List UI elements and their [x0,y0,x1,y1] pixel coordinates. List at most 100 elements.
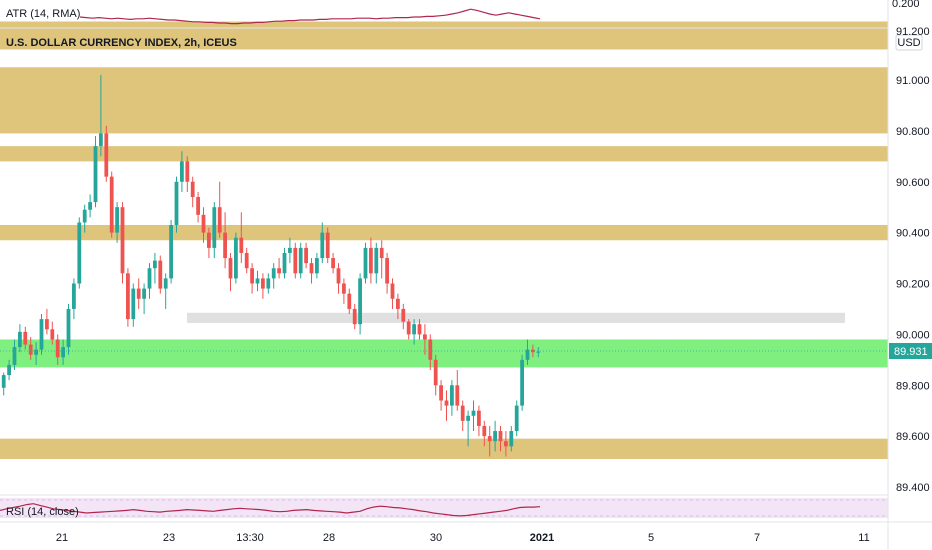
candle [217,181,222,238]
candle [423,324,427,355]
candle [385,252,389,294]
zone-resistance-1 [0,67,888,134]
candle [277,258,281,279]
atr-line [79,8,541,25]
y-tick-label: 90.000 [896,329,930,341]
candle [282,247,287,279]
candle [201,207,206,243]
candle [266,273,271,294]
candle [50,321,55,345]
candle [234,232,238,284]
candle [331,252,335,274]
y-tick-label: 91.000 [896,75,930,87]
candle [390,278,395,309]
candle [309,258,314,284]
y-tick-label: 91.200 [896,26,930,38]
candle [514,400,519,437]
candle [261,273,265,299]
candle [471,400,476,432]
candle [147,263,152,299]
candle [493,420,497,452]
y-tick-label: 90.600 [896,177,930,189]
candle [293,242,298,279]
candle [28,336,33,360]
currency-badge[interactable] [895,34,923,51]
candle [169,219,173,284]
candle [439,380,443,411]
atr-label: ATR (14, RMA) [6,8,80,20]
y-tick-label: 89.600 [896,431,930,443]
zone-support-5 [0,438,888,460]
candle [406,319,411,340]
candle [498,425,503,452]
y-tick-label: 90.800 [896,126,930,138]
zone-resistance-3 [0,224,888,241]
candle [244,247,249,274]
rsi-line [0,503,541,517]
candle [158,255,163,294]
candle [196,191,200,223]
candle [174,176,179,233]
candle [271,263,276,289]
candle [347,288,352,315]
candle [93,135,98,208]
candle [45,308,49,335]
candle [7,359,11,381]
y-tick-label: 89.400 [896,482,930,494]
y-tick-label: 89.800 [896,380,930,392]
candle [342,278,346,304]
candle [509,425,514,452]
y-tick-label: 90.200 [896,279,930,291]
candle [109,171,114,238]
candle [304,242,308,269]
x-tick-label: 13:30 [236,532,264,544]
candle [12,339,17,370]
currency-label[interactable]: USD [897,37,920,49]
candle [39,314,44,355]
candle [82,204,87,233]
last-price-value: 89.931 [894,346,928,358]
x-tick-label: 23 [163,532,175,544]
candle [487,425,492,457]
candle [153,252,157,284]
candle [536,347,541,358]
x-tick-label: 5 [648,532,654,544]
candle [444,390,449,421]
candle [450,380,454,416]
candle [163,273,168,309]
candle [66,303,71,355]
candle [315,252,319,279]
candle [455,369,460,411]
x-tick-label: 2021 [530,532,554,544]
candle [1,372,6,396]
candle [433,354,438,396]
candle [190,176,195,208]
candle [401,303,406,330]
chart-title: U.S. DOLLAR CURRENCY INDEX, 2h, ICEUS [6,37,237,49]
candle [417,319,422,340]
candle [336,263,341,294]
price-zones [0,21,888,460]
candle [126,268,130,327]
zone-current-4 [0,339,888,368]
gray-zone [187,312,845,323]
candle [250,263,254,294]
candle [255,270,260,292]
candle [180,151,184,192]
candle [358,273,362,335]
candle [412,319,416,345]
candle [477,405,481,437]
candle [185,156,190,192]
candle [207,227,211,259]
zone-resistance-2 [0,146,888,162]
candle [228,252,233,292]
last-price-tag [889,343,932,359]
x-tick-label: 30 [430,532,442,544]
x-tick-label: 11 [858,532,869,544]
candle [288,237,292,264]
candle [18,324,22,353]
candle [23,326,28,350]
candle [104,125,109,182]
candle [428,334,433,370]
